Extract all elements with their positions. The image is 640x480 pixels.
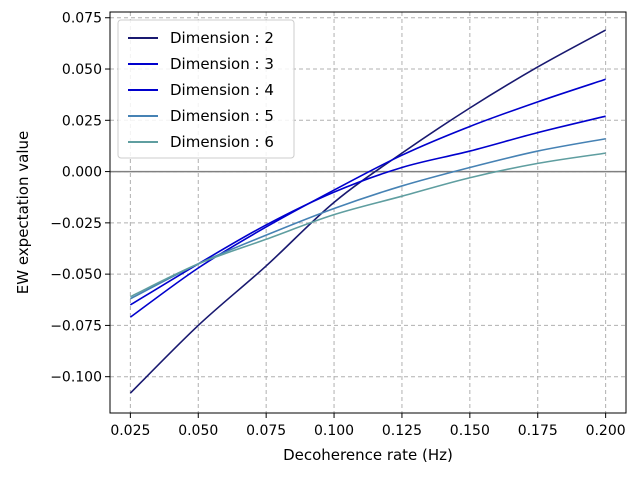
legend-box	[117, 19, 295, 159]
y-tick-label: 0.025	[62, 113, 102, 129]
y-axis-label: EW expectation value	[14, 131, 32, 294]
y-tick-label: −0.100	[50, 370, 102, 386]
series-lines	[129, 29, 607, 394]
y-tick-label: 0.075	[62, 11, 102, 27]
series-line-4	[130, 137, 606, 300]
legend-label: Dimension : 5	[170, 107, 274, 125]
plot-frame	[109, 11, 627, 414]
y-tick-label: 0.000	[62, 165, 102, 181]
legend: Dimension : 2 Dimension : 3 Dimension : 4 D…	[117, 19, 295, 159]
x-tick-label: 0.025	[110, 423, 150, 439]
x-tick-label: 0.175	[518, 423, 558, 439]
x-tick-label: 0.100	[314, 423, 354, 439]
legend-label: Dimension : 6	[170, 133, 274, 151]
legend-label: Dimension : 4	[170, 81, 274, 99]
x-tick-label: 0.150	[450, 423, 490, 439]
y-tick-label: −0.075	[50, 318, 102, 334]
legend-label: Dimension : 3	[170, 55, 274, 73]
y-tick-label: 0.050	[62, 62, 102, 78]
series-line-5	[130, 152, 606, 298]
y-tick-label: −0.050	[50, 267, 102, 283]
x-axis-label: Decoherence rate (Hz)	[283, 446, 453, 464]
x-tick-label: 0.125	[382, 423, 422, 439]
series-line-2	[129, 78, 606, 318]
legend-label: Dimension : 2	[170, 29, 274, 47]
x-tick-label: 0.050	[178, 423, 218, 439]
x-tick-label: 0.200	[586, 423, 626, 439]
x-tick-label: 0.075	[246, 423, 286, 439]
x-axis: 0.025 0.050 0.075 0.100 0.125 0.150 0.175 0.200	[110, 413, 626, 439]
y-tick-label: −0.025	[50, 216, 102, 232]
y-axis: −0.100 −0.075 −0.050 −0.025 0.000 0.025 0.050 0…	[50, 11, 110, 386]
